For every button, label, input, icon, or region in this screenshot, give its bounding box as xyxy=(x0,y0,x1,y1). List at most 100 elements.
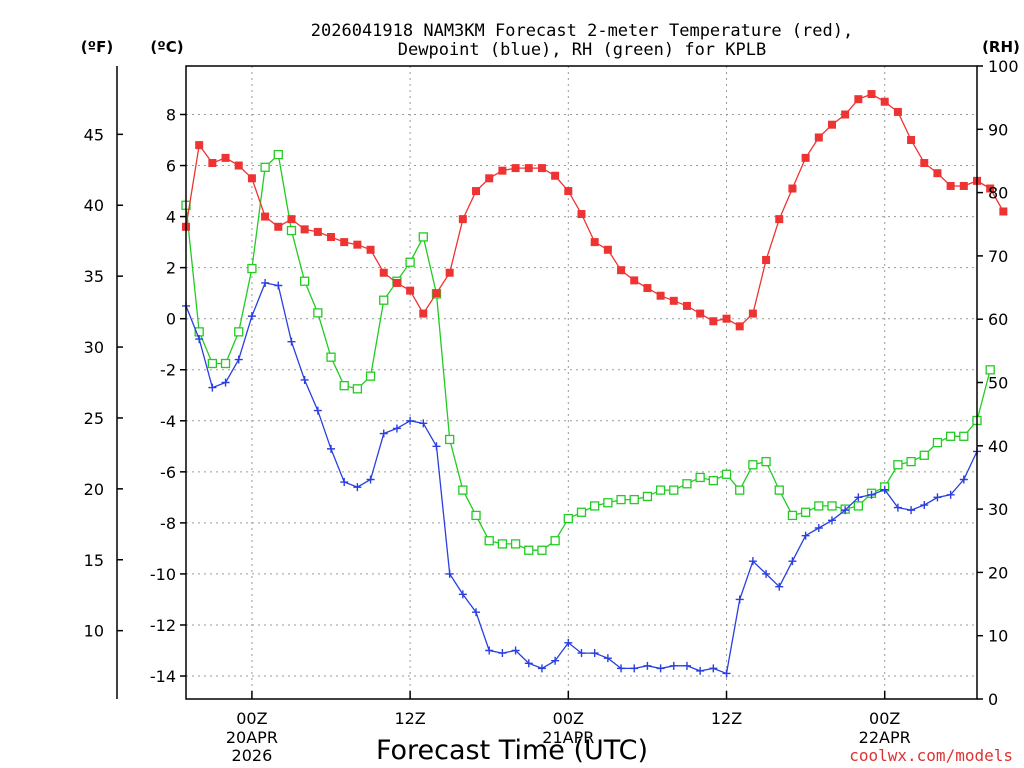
data-point-dewpoint xyxy=(590,649,599,658)
data-point-rh xyxy=(299,276,310,286)
data-point-dewpoint xyxy=(274,281,283,290)
data-point-temperature xyxy=(775,215,784,224)
data-point-dewpoint xyxy=(762,569,771,578)
data-point-temperature xyxy=(524,164,533,173)
data-point-dewpoint xyxy=(814,523,823,532)
data-point-temperature xyxy=(946,181,955,190)
rh-tick-label: 20 xyxy=(988,563,1008,582)
time-tick-hour-label: 12Z xyxy=(711,709,742,728)
data-point-dewpoint xyxy=(551,656,560,665)
data-point-rh xyxy=(458,485,468,495)
data-point-dewpoint xyxy=(458,590,467,599)
chart-title-line1: 2026041918 NAM3KM Forecast 2-meter Tempe… xyxy=(311,21,853,41)
credit-text: coolwx.com/models xyxy=(849,746,1013,765)
data-point-rh xyxy=(616,494,626,505)
data-point-temperature xyxy=(986,184,995,193)
data-point-temperature xyxy=(643,284,652,293)
data-point-temperature xyxy=(696,309,705,318)
data-point-temperature xyxy=(880,97,889,106)
data-point-rh xyxy=(247,263,257,274)
data-point-rh xyxy=(550,536,560,546)
time-tick-hour-label: 12Z xyxy=(394,709,425,728)
data-point-temperature xyxy=(854,95,863,104)
data-point-dewpoint xyxy=(300,375,309,384)
celsius-tick-label: 6 xyxy=(166,157,176,176)
data-point-rh xyxy=(286,225,297,236)
rh-tick-label: 60 xyxy=(988,310,1008,329)
data-point-temperature xyxy=(933,169,942,178)
data-point-rh xyxy=(642,491,653,502)
data-point-temperature xyxy=(682,301,691,310)
data-point-temperature xyxy=(195,141,204,150)
time-tick-hour-label: 00Z xyxy=(236,709,267,728)
rh-tick-label: 40 xyxy=(988,437,1008,456)
data-point-rh xyxy=(748,460,758,470)
data-point-dewpoint xyxy=(287,337,296,346)
data-point-dewpoint xyxy=(445,569,454,578)
data-point-rh xyxy=(787,510,798,521)
data-point-dewpoint xyxy=(788,557,797,566)
data-point-dewpoint xyxy=(841,506,850,515)
data-point-dewpoint xyxy=(406,416,415,425)
rh-tick-label: 0 xyxy=(988,690,998,709)
data-point-dewpoint xyxy=(392,424,401,433)
data-point-temperature xyxy=(603,245,612,254)
data-point-temperature xyxy=(999,207,1008,216)
data-point-dewpoint xyxy=(854,493,863,502)
data-point-rh xyxy=(260,162,270,172)
celsius-tick-label: -6 xyxy=(160,463,176,482)
data-point-rh xyxy=(800,507,811,517)
data-point-temperature xyxy=(498,166,507,175)
data-point-dewpoint xyxy=(827,516,836,525)
data-point-rh xyxy=(313,308,323,318)
data-point-rh xyxy=(827,501,837,511)
data-point-temperature xyxy=(247,174,256,183)
fahrenheit-tick-label: 10 xyxy=(84,622,104,641)
data-point-dewpoint xyxy=(617,664,626,673)
fahrenheit-tick-label: 30 xyxy=(84,338,104,357)
data-point-temperature xyxy=(867,90,876,99)
celsius-tick-label: 0 xyxy=(166,310,176,329)
data-point-rh xyxy=(576,507,587,517)
data-point-dewpoint xyxy=(880,485,889,494)
time-tick-year-label: 2026 xyxy=(232,746,273,765)
data-point-temperature xyxy=(472,187,481,196)
rh-tick-label: 50 xyxy=(988,374,1008,393)
data-point-rh xyxy=(669,485,679,495)
data-point-temperature xyxy=(920,158,929,167)
data-point-dewpoint xyxy=(630,664,639,673)
data-point-temperature xyxy=(234,161,243,170)
celsius-tick-label: 2 xyxy=(166,259,176,278)
data-point-dewpoint xyxy=(221,378,230,387)
data-point-temperature xyxy=(208,158,217,167)
data-point-dewpoint xyxy=(261,278,270,287)
data-point-dewpoint xyxy=(537,664,546,673)
data-point-rh xyxy=(405,257,415,267)
data-point-rh xyxy=(418,232,428,242)
data-point-rh xyxy=(220,358,231,369)
data-point-temperature xyxy=(762,255,771,264)
x-axis-title: Forecast Time (UTC) xyxy=(376,735,648,766)
data-point-dewpoint xyxy=(920,501,929,510)
data-point-temperature xyxy=(511,164,520,173)
rh-tick-label: 70 xyxy=(988,247,1008,266)
data-point-dewpoint xyxy=(208,383,217,392)
data-point-temperature xyxy=(340,238,349,247)
data-point-rh xyxy=(365,371,376,381)
data-point-temperature xyxy=(551,171,560,180)
rh-tick-label: 10 xyxy=(988,627,1008,646)
data-point-dewpoint xyxy=(419,419,428,428)
celsius-tick-label: 8 xyxy=(166,105,176,124)
data-point-temperature xyxy=(841,110,850,119)
celsius-tick-label: -10 xyxy=(150,565,176,584)
data-point-dewpoint xyxy=(867,490,876,499)
data-point-rh xyxy=(761,456,771,467)
data-point-dewpoint xyxy=(946,490,955,499)
data-point-dewpoint xyxy=(933,493,942,502)
data-point-temperature xyxy=(274,222,283,231)
data-point-rh xyxy=(695,472,705,483)
data-point-rh xyxy=(471,510,481,521)
data-point-rh xyxy=(537,545,547,555)
data-point-dewpoint xyxy=(577,649,586,658)
